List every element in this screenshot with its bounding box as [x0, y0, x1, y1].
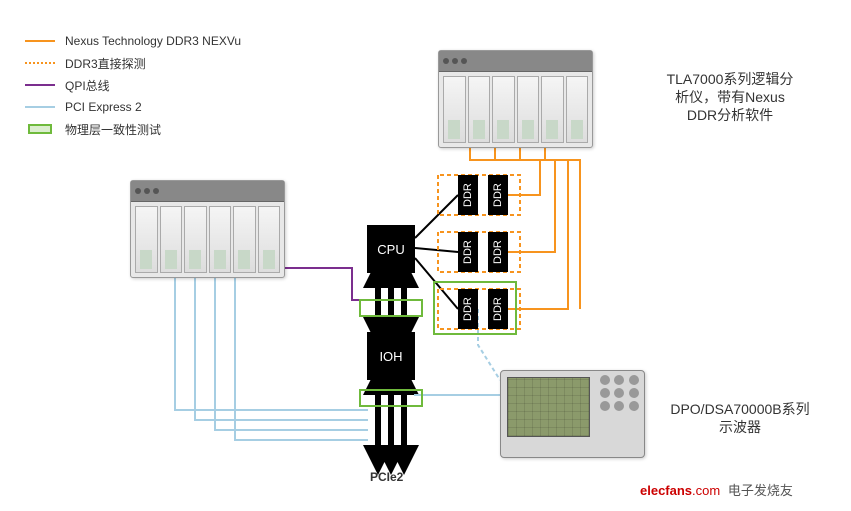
legend-label: PCI Express 2 — [65, 100, 142, 114]
ddr-block: DDR — [488, 232, 508, 272]
ddr-block: DDR — [488, 289, 508, 329]
logic-analyzer-right — [438, 50, 593, 148]
legend-item-ddr3-probe: DDR3直接探测 — [25, 52, 241, 74]
legend-label: QPI总线 — [65, 77, 110, 94]
watermark-cn: 电子发烧友 — [728, 483, 793, 498]
watermark-brand: elecfans — [640, 483, 692, 498]
legend-label: 物理层一致性测试 — [65, 121, 161, 138]
pcie2-label: PCIe2 — [370, 470, 403, 484]
cpu-block: CPU — [367, 225, 415, 273]
diagram-canvas: Nexus Technology DDR3 NEXVu DDR3直接探测 QPI… — [0, 0, 851, 511]
ioh-block: IOH — [367, 332, 415, 380]
legend: Nexus Technology DDR3 NEXVu DDR3直接探测 QPI… — [25, 30, 241, 140]
legend-swatch-orange-dot — [25, 62, 55, 64]
ddr-block: DDR — [458, 175, 478, 215]
watermark: elecfans.com 电子发烧友 — [640, 480, 793, 499]
legend-swatch-green-box — [28, 124, 52, 134]
ddr-block: DDR — [458, 232, 478, 272]
legend-swatch-purple — [25, 84, 55, 86]
legend-item-nexvu: Nexus Technology DDR3 NEXVu — [25, 30, 241, 52]
ddr-block: DDR — [488, 175, 508, 215]
annotation-tla7000: TLA7000系列逻辑分析仪，带有NexusDDR分析软件 — [640, 70, 820, 125]
oscilloscope — [500, 370, 645, 458]
legend-swatch-blue — [25, 106, 55, 108]
annotation-scope: DPO/DSA70000B系列示波器 — [640, 400, 840, 436]
scope-screen-icon — [507, 377, 590, 437]
legend-label: Nexus Technology DDR3 NEXVu — [65, 34, 241, 48]
legend-swatch-orange — [25, 40, 55, 42]
legend-item-qpi: QPI总线 — [25, 74, 241, 96]
legend-item-pcie: PCI Express 2 — [25, 96, 241, 118]
ddr-block: DDR — [458, 289, 478, 329]
legend-item-phy: 物理层一致性测试 — [25, 118, 241, 140]
logic-analyzer-left — [130, 180, 285, 278]
legend-label: DDR3直接探测 — [65, 55, 146, 72]
